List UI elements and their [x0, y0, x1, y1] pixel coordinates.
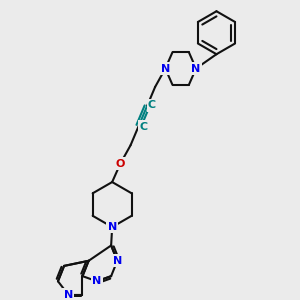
Text: N: N [107, 222, 117, 232]
Text: O: O [116, 159, 125, 169]
Text: N: N [112, 256, 122, 266]
Text: C: C [140, 122, 148, 132]
Text: N: N [191, 64, 201, 74]
Text: N: N [64, 290, 73, 299]
Text: N: N [92, 276, 101, 286]
Text: N: N [161, 64, 170, 74]
Text: C: C [148, 100, 156, 110]
